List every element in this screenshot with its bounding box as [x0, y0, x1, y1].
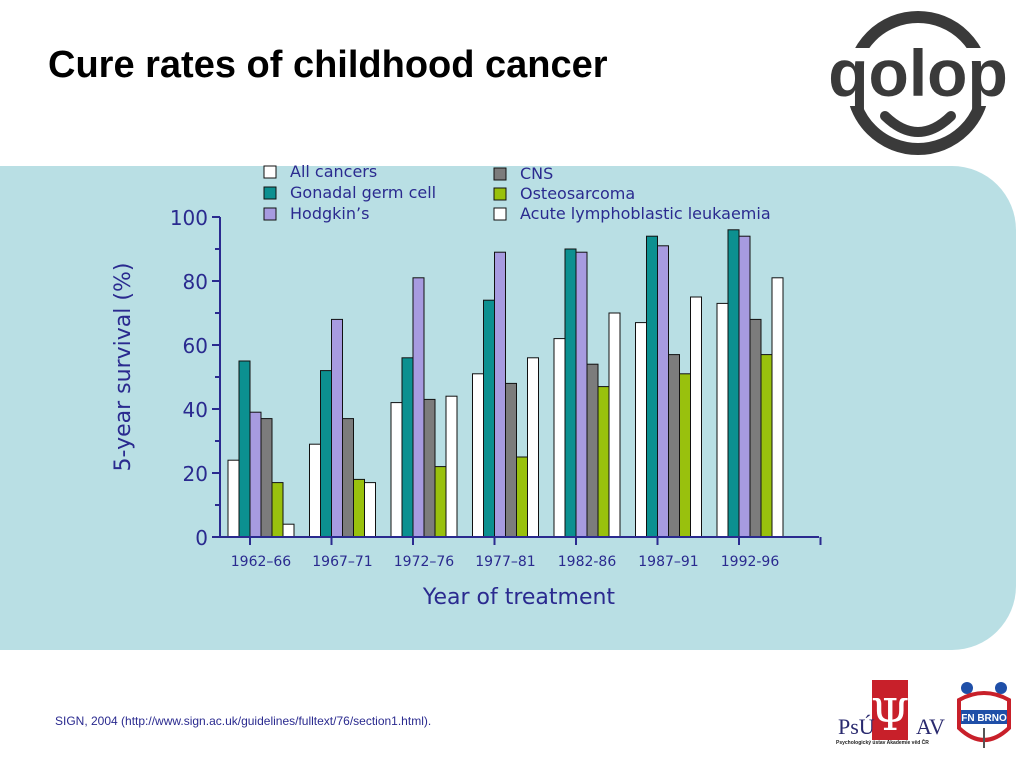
bar-3-4: [586, 363, 599, 538]
bar-0-0: [227, 459, 240, 538]
bar-0-4: [553, 338, 566, 538]
y-tick-label-5: 100: [170, 206, 208, 230]
bar-3-2: [423, 398, 436, 538]
legend-swatch-2: [263, 207, 277, 221]
legend-label-3: CNS: [520, 164, 553, 183]
y-tick-label-2: 40: [183, 398, 208, 422]
x-tick-label-5: 1987–91: [638, 554, 698, 570]
qolop-logo-text: qolop: [830, 36, 1006, 110]
x-tick-label-1: 1967–71: [312, 554, 372, 570]
page-title: Cure rates of childhood cancer: [48, 44, 608, 86]
fn-brno-text: FN BRNO: [961, 713, 1007, 724]
bar-4-0: [271, 482, 284, 538]
bar-4-3: [516, 456, 528, 538]
bar-5-1: [364, 482, 376, 538]
psu-left-text: PsÚ: [838, 714, 875, 739]
legend-swatch-0: [263, 165, 277, 179]
bar-4-5: [679, 373, 691, 538]
qolop-logo: qolop: [830, 11, 1006, 155]
chart-bars: [227, 229, 784, 538]
legend-swatch-5: [493, 207, 507, 221]
bar-4-4: [597, 386, 610, 538]
bar-3-3: [505, 382, 517, 538]
y-tick-label-1: 20: [183, 462, 208, 486]
x-axis-label: Year of treatment: [422, 585, 616, 610]
bar-5-6: [771, 277, 784, 538]
psu-caption: Psychologický ústav Akademie věd ČR: [836, 740, 929, 746]
legend-label-0: All cancers: [290, 162, 377, 181]
y-tick-label-0: 0: [195, 526, 208, 550]
bar-3-6: [749, 318, 762, 538]
bar-4-6: [760, 354, 773, 538]
bar-3-0: [260, 418, 273, 538]
bar-5-4: [608, 312, 621, 538]
bar-1-1: [320, 370, 332, 538]
bar-5-5: [690, 296, 702, 538]
chart-legend: All cancers Gonadal germ cell Hodgkin’s CNS…: [263, 162, 771, 223]
bar-3-5: [668, 354, 680, 538]
x-tick-label-4: 1982-86: [558, 554, 617, 570]
y-tick-label-4: 80: [183, 270, 208, 294]
fn-left-figure-icon: [961, 682, 973, 694]
legend-label-5: Acute lymphoblastic leukaemia: [520, 204, 771, 223]
y-tick-label-3: 60: [183, 334, 208, 358]
psi-icon: Ψ: [871, 690, 910, 741]
bar-2-2: [412, 277, 425, 538]
chart-ticks: 0 20 40 60 80 100 1962–66 1967–71 1972–76 1977–81…: [170, 206, 822, 570]
bar-1-0: [238, 360, 251, 538]
psu-red-block: [872, 680, 908, 740]
bar-1-3: [483, 299, 495, 538]
x-tick-label-0: 1962–66: [231, 554, 292, 570]
x-tick-label-2: 1972–76: [394, 554, 455, 570]
bar-0-3: [472, 373, 484, 538]
psu-right-text: AV: [916, 714, 945, 739]
y-axis-label: 5-year survival (%): [111, 263, 136, 472]
legend-label-4: Osteosarcoma: [520, 184, 635, 203]
smile-icon: [880, 111, 956, 137]
bar-0-6: [716, 302, 729, 538]
bar-2-1: [331, 318, 343, 538]
bar-5-0: [282, 523, 295, 538]
bar-0-1: [309, 443, 321, 538]
bar-2-5: [657, 245, 669, 538]
legend-swatch-4: [493, 187, 507, 201]
bar-1-6: [727, 229, 740, 538]
bar-1-5: [646, 235, 658, 538]
bar-5-3: [527, 357, 539, 538]
bar-3-1: [342, 418, 354, 538]
bar-1-2: [401, 357, 414, 538]
bar-5-2: [445, 395, 458, 538]
citation-text: SIGN, 2004 (http://www.sign.ac.uk/guidel…: [55, 714, 432, 728]
legend-label-1: Gonadal germ cell: [290, 183, 436, 202]
bar-2-6: [738, 235, 751, 538]
bar-0-2: [390, 402, 403, 538]
bar-4-2: [434, 466, 447, 538]
fn-brno-logo: FN BRNO: [957, 682, 1011, 748]
x-tick-label-6: 1992-96: [721, 554, 780, 570]
legend-swatch-1: [263, 186, 277, 200]
bar-0-5: [635, 322, 647, 538]
legend-label-2: Hodgkin’s: [290, 204, 369, 223]
psu-av-logo: PsÚ Ψ AV: [838, 680, 945, 741]
bar-1-4: [564, 248, 577, 538]
bar-2-3: [494, 251, 506, 538]
bar-2-0: [249, 411, 262, 538]
bar-2-4: [575, 251, 588, 538]
bar-4-1: [353, 478, 365, 538]
fn-right-figure-icon: [995, 682, 1007, 694]
legend-swatch-3: [493, 167, 507, 181]
x-tick-label-3: 1977–81: [475, 554, 535, 570]
